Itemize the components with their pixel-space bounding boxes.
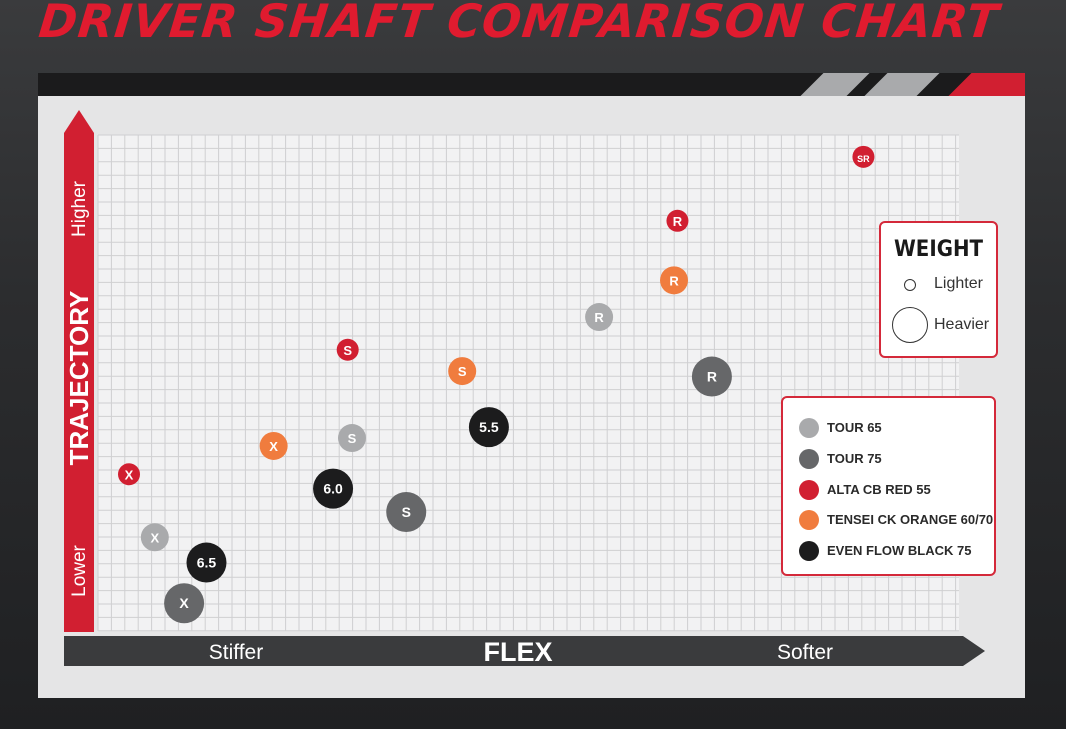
- x-axis-title: FLEX: [483, 637, 552, 667]
- data-point-marker: [468, 407, 509, 448]
- x-axis-low-label: Stiffer: [209, 641, 263, 664]
- data-point-label: X: [179, 595, 189, 611]
- legend-swatch: [799, 480, 819, 500]
- x-axis-high-label: Softer: [777, 641, 833, 664]
- data-point-marker: [660, 266, 689, 295]
- data-point-label: R: [673, 214, 683, 229]
- weight-heavier-label: Heavier: [934, 316, 990, 333]
- shaft-legend: TOUR 65 TOUR 75 ALTA CB RED 55 TENSEI CK…: [781, 396, 996, 576]
- data-point: 6.5: [186, 542, 227, 583]
- large-circle-icon: [892, 307, 928, 343]
- data-point: R: [585, 303, 614, 332]
- y-axis-arrow: TRAJECTORY Higher Lower: [64, 110, 94, 632]
- data-point-marker: [386, 491, 427, 532]
- data-point-label: S: [348, 431, 357, 446]
- data-point-label: S: [402, 504, 411, 520]
- data-point-label: 6.0: [323, 481, 343, 497]
- chart-panel: TRAJECTORY Higher Lower Stiffer FLEX Sof…: [38, 73, 1025, 698]
- weight-heavier-row: Heavier: [881, 307, 996, 343]
- data-point-marker: [585, 303, 614, 332]
- data-point-marker: [140, 523, 169, 552]
- data-point: S: [386, 491, 427, 532]
- data-point-label: X: [150, 530, 159, 545]
- small-circle-icon: [904, 279, 916, 291]
- data-point: S: [336, 338, 359, 361]
- legend-label: TOUR 65: [827, 420, 882, 435]
- data-point: S: [448, 357, 477, 386]
- weight-legend: WEIGHT Lighter Heavier: [879, 221, 998, 358]
- data-point: X: [259, 431, 288, 460]
- weight-lighter-label: Lighter: [934, 275, 983, 292]
- data-point: 5.5: [468, 407, 509, 448]
- data-point-label: S: [458, 364, 467, 379]
- data-point-marker: [117, 463, 140, 486]
- legend-label: TOUR 75: [827, 451, 882, 466]
- data-point-label: R: [669, 273, 679, 288]
- legend-swatch: [799, 418, 819, 438]
- data-point-marker: [259, 431, 288, 460]
- y-axis-low-label: Lower: [69, 544, 90, 596]
- header-bar: [38, 73, 1025, 96]
- data-point: S: [337, 424, 366, 453]
- shaft-chart: TRAJECTORY Higher Lower Stiffer FLEX Sof…: [64, 110, 985, 667]
- y-axis-arrowhead: [64, 110, 94, 133]
- data-point: X: [164, 583, 205, 624]
- page-title: DRIVER SHAFT COMPARISON CHART: [36, 0, 1002, 48]
- data-point-marker: [666, 209, 689, 232]
- data-point-marker: [186, 542, 227, 583]
- legend-label: ALTA CB RED 55: [827, 482, 931, 497]
- data-point: R: [666, 209, 689, 232]
- legend-label: EVEN FLOW BLACK 75: [827, 543, 972, 558]
- data-point-marker: [337, 424, 366, 453]
- data-point-label: 5.5: [479, 419, 499, 435]
- data-point: 6.0: [313, 468, 354, 509]
- data-point-marker: [336, 338, 359, 361]
- data-point-marker: [448, 357, 477, 386]
- legend-swatch: [799, 541, 819, 561]
- data-point-marker: [852, 145, 875, 168]
- data-point-label: R: [707, 369, 717, 385]
- x-axis-bar: [64, 636, 985, 666]
- legend-swatch: [799, 449, 819, 469]
- y-axis-high-label: Higher: [69, 180, 90, 237]
- data-point: X: [140, 523, 169, 552]
- data-point-marker: [313, 468, 354, 509]
- y-axis-title: TRAJECTORY: [64, 291, 94, 466]
- legend-label: TENSEI CK ORANGE 60/70: [827, 512, 994, 527]
- data-point-marker: [691, 356, 732, 397]
- data-point-label: S: [343, 343, 352, 358]
- data-point: SR: [852, 145, 875, 168]
- data-point: R: [691, 356, 732, 397]
- data-point: X: [117, 463, 140, 486]
- x-axis-arrow: Stiffer FLEX Softer: [64, 636, 985, 667]
- weight-lighter-row: Lighter: [881, 273, 996, 303]
- legend-swatch: [799, 510, 819, 530]
- data-point-label: X: [269, 439, 278, 454]
- data-point-label: SR: [857, 154, 870, 164]
- data-point: R: [660, 266, 689, 295]
- weight-legend-title: WEIGHT: [893, 237, 984, 262]
- data-point-label: 6.5: [197, 555, 217, 571]
- data-point-label: X: [125, 467, 134, 482]
- data-point-label: R: [594, 310, 604, 325]
- y-axis-bar: [64, 133, 94, 632]
- data-point-marker: [164, 583, 205, 624]
